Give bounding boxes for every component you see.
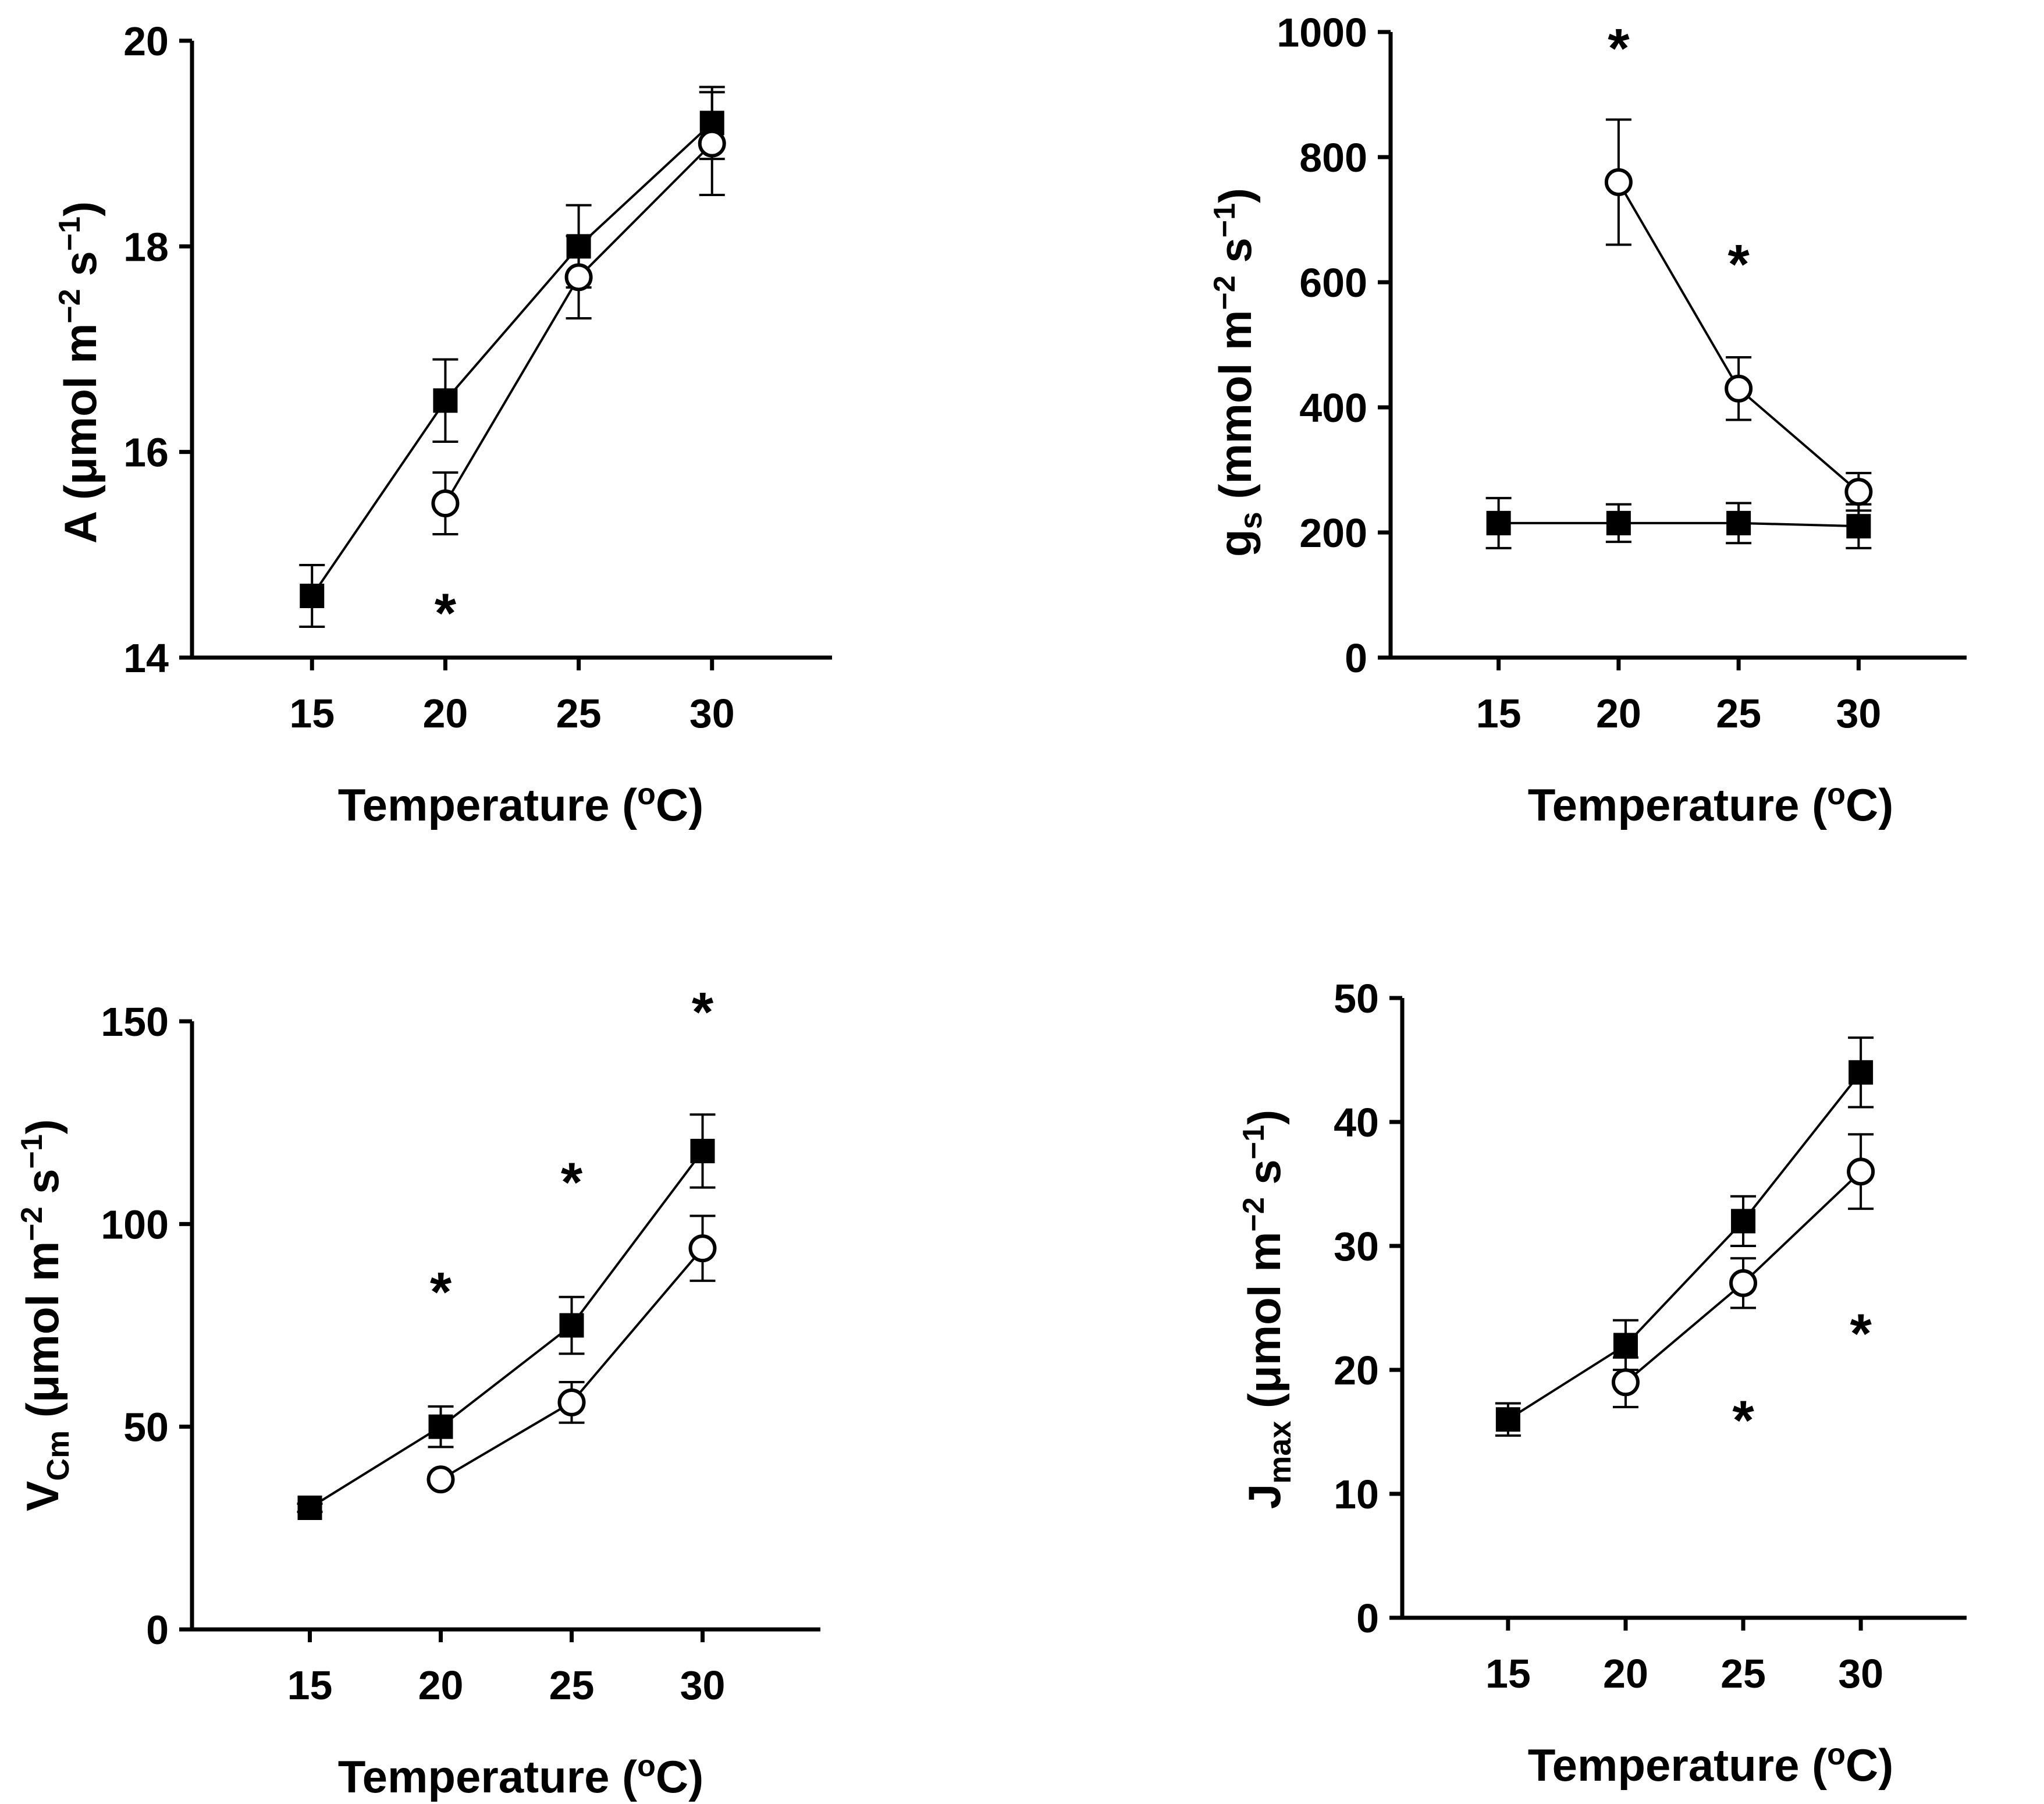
x-tick-label: 30 xyxy=(1836,691,1881,736)
y-axis-title: A (μmol m−2 s−1) xyxy=(53,201,106,544)
x-tick-label: 25 xyxy=(1720,1651,1766,1696)
y-tick-label: 800 xyxy=(1299,135,1367,180)
x-axis-title: Temperature (oC) xyxy=(338,1749,703,1802)
data-point-square xyxy=(1613,1333,1638,1358)
series-line-filled xyxy=(1507,1071,1862,1421)
data-point-square xyxy=(1846,514,1871,539)
series-line-open xyxy=(444,143,713,505)
significance-star: * xyxy=(1732,1390,1754,1452)
x-tick-label: 20 xyxy=(1603,1651,1648,1696)
series-line-filled xyxy=(1498,521,1859,528)
y-tick-label: 400 xyxy=(1299,385,1367,431)
x-axis-title: Temperature (oC) xyxy=(1528,777,1893,830)
y-tick-label: 14 xyxy=(123,635,169,681)
y-tick-label: 50 xyxy=(1334,976,1379,1021)
x-tick-label: 30 xyxy=(689,691,735,736)
series-line-open xyxy=(1618,181,1860,493)
data-point-square xyxy=(428,1414,453,1439)
y-tick-label: 18 xyxy=(123,224,169,269)
y-tick-label: 10 xyxy=(1334,1472,1379,1517)
data-point-circle xyxy=(564,263,593,292)
y-tick-label: 1000 xyxy=(1277,10,1367,55)
significance-star: * xyxy=(435,583,457,645)
y-axis-title: Jmax (μmol m−2 s−1) xyxy=(1237,1110,1298,1509)
data-point-square xyxy=(1731,1209,1756,1234)
panel-b-stomatal-conductance: gs (mmol m−2 s−1) Temperature (oC) 0 200 4… xyxy=(1208,10,1967,830)
y-tick-label: 100 xyxy=(101,1202,169,1247)
data-point-square xyxy=(559,1313,584,1338)
significance-star: * xyxy=(561,1152,583,1214)
significance-star: * xyxy=(1608,17,1630,80)
x-tick-label: 15 xyxy=(287,1663,333,1708)
series-line-filled xyxy=(311,122,713,597)
y-tick-label: 200 xyxy=(1299,510,1367,556)
x-axis-title: Temperature (oC) xyxy=(338,777,703,830)
data-point-circle xyxy=(1604,168,1633,196)
data-point-circle xyxy=(1729,1269,1758,1297)
data-point-square xyxy=(300,584,325,608)
y-tick-label: 30 xyxy=(1334,1224,1379,1269)
data-point-circle xyxy=(557,1388,586,1416)
data-point-square xyxy=(1606,510,1631,535)
x-tick-label: 20 xyxy=(418,1663,464,1708)
panel-c-vcmax: VCm (μmol m−2 s−1) Temperature (oC) 0 50 1… xyxy=(15,981,820,1802)
significance-star: * xyxy=(1727,233,1750,296)
y-axis-title: gs (mmol m−2 s−1) xyxy=(1208,188,1268,557)
data-point-square xyxy=(1486,510,1511,535)
x-tick-label: 25 xyxy=(549,1663,595,1708)
data-point-square xyxy=(433,388,458,413)
data-point-square xyxy=(297,1496,322,1520)
y-tick-label: 150 xyxy=(101,999,169,1045)
significance-star: * xyxy=(430,1261,452,1323)
x-tick-label: 30 xyxy=(1838,1651,1883,1696)
y-tick-label: 20 xyxy=(1334,1348,1379,1393)
series-line-filled xyxy=(309,1150,704,1509)
significance-star: * xyxy=(692,981,714,1043)
x-tick-label: 25 xyxy=(556,691,602,736)
data-point-circle xyxy=(1844,478,1873,506)
data-point-circle xyxy=(431,489,460,517)
data-point-circle xyxy=(1725,374,1753,403)
data-point-circle xyxy=(698,129,726,158)
data-point-circle xyxy=(1847,1157,1875,1186)
x-tick-label: 15 xyxy=(1485,1651,1531,1696)
panel-d-jmax: Jmax (μmol m−2 s−1) Temperature (oC) 0 10… xyxy=(1237,976,1967,1791)
x-tick-label: 20 xyxy=(1596,691,1641,736)
y-tick-label: 50 xyxy=(123,1405,169,1450)
data-point-circle xyxy=(426,1465,455,1494)
significance-star: * xyxy=(1850,1302,1872,1365)
data-point-circle xyxy=(688,1234,717,1263)
series-line-open xyxy=(440,1247,704,1480)
y-tick-label: 16 xyxy=(123,430,169,475)
x-tick-label: 25 xyxy=(1716,691,1761,736)
y-tick-label: 0 xyxy=(146,1607,169,1653)
data-point-square xyxy=(1726,510,1751,535)
y-axis-title: VCm (μmol m−2 s−1) xyxy=(15,1119,76,1511)
y-tick-label: 0 xyxy=(1356,1596,1379,1641)
x-axis-title: Temperature (oC) xyxy=(1528,1738,1893,1791)
x-tick-label: 20 xyxy=(422,691,468,736)
x-tick-label: 15 xyxy=(1476,691,1522,736)
y-tick-label: 600 xyxy=(1299,260,1367,306)
data-point-circle xyxy=(1611,1368,1640,1397)
data-point-square xyxy=(1849,1060,1874,1085)
y-tick-label: 0 xyxy=(1345,635,1367,681)
y-tick-label: 40 xyxy=(1334,1100,1379,1145)
panel-a-photosynthesis: A (μmol m−2 s−1) Temperature (oC) 14 16 18… xyxy=(53,19,832,830)
data-point-square xyxy=(690,1138,715,1163)
y-tick-label: 20 xyxy=(123,19,169,64)
data-point-square xyxy=(1495,1407,1520,1432)
x-tick-label: 30 xyxy=(680,1663,726,1708)
x-tick-label: 15 xyxy=(289,691,335,736)
